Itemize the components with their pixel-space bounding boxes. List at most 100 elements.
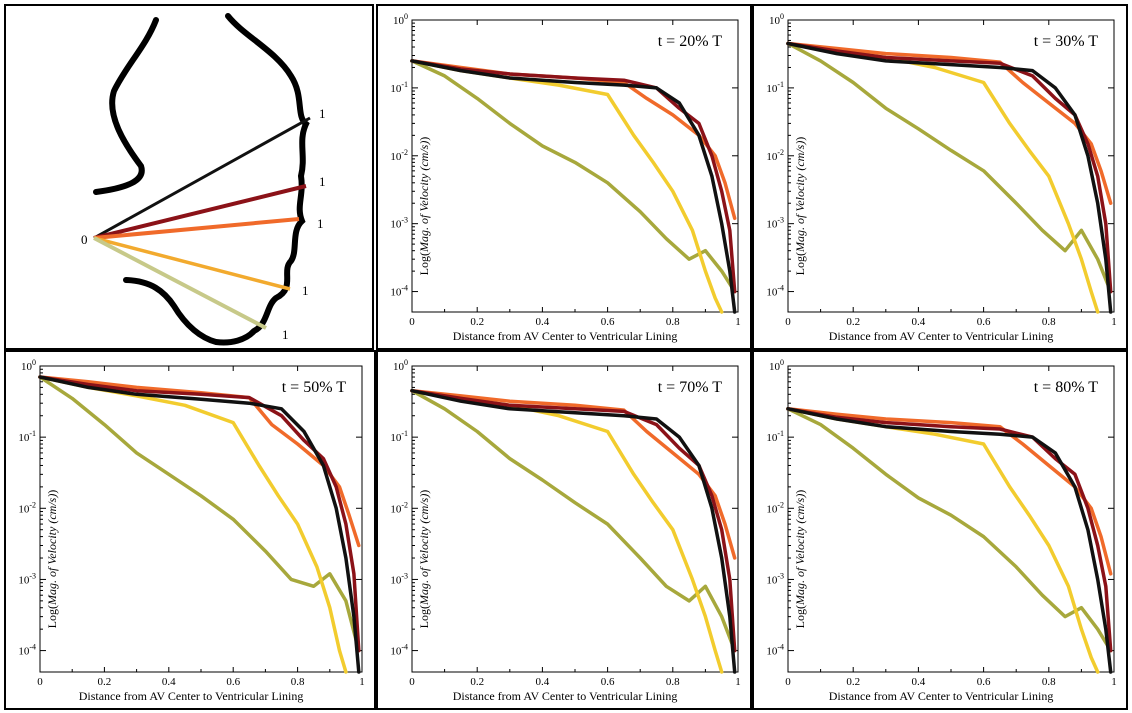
series-line-olive: [786, 41, 1113, 294]
y-tick-label: 10-3: [390, 571, 408, 586]
radial-line-orange: [93, 217, 300, 240]
series-line-olive: [786, 407, 1113, 653]
x-axis-label: Distance from AV Center to Ventricular L…: [79, 689, 304, 703]
y-tick-label: 10-3: [766, 216, 784, 231]
radial-line-black: [93, 116, 311, 240]
x-tick-label: 0.8: [1042, 676, 1056, 688]
series-line-orange: [410, 388, 737, 560]
y-tick-label: 10-2: [390, 500, 408, 515]
y-tick-label: 100: [393, 12, 408, 27]
chart-title: t = 20% T: [658, 33, 723, 50]
end-label-5: 1: [282, 327, 289, 342]
x-axis-label: Distance from AV Center to Ventricular L…: [453, 329, 678, 343]
ventricle-outline-right: [123, 13, 310, 346]
x-tick-label: 0.8: [291, 676, 305, 688]
end-label-1: 1: [319, 106, 326, 121]
chart-title: t = 50% T: [282, 379, 347, 396]
y-tick-label: 10-4: [390, 643, 408, 658]
y-tick-label: 100: [769, 12, 784, 27]
chart-panel-70: 0 0.2 0.4 0.6 0.8 1 10-4 10-3 10-2 10-1 100 t = 70%…: [376, 350, 752, 710]
x-tick-label: 0: [409, 676, 415, 688]
x-tick-label: 0.2: [470, 676, 484, 688]
x-tick-label: 0.4: [536, 676, 550, 688]
x-tick-label: 1: [1111, 676, 1117, 688]
y-tick-label: 10-1: [766, 429, 784, 444]
y-axis-label: Log(Mag. of Velocity (cm/s)): [417, 137, 431, 276]
end-label-4: 1: [302, 283, 309, 298]
x-tick-label: 0.6: [226, 676, 240, 688]
x-tick-label: 0: [785, 316, 791, 328]
end-label-3: 1: [317, 216, 324, 231]
chart-title: t = 80% T: [1034, 379, 1099, 396]
x-tick-label: 0.6: [977, 676, 991, 688]
chart-svg: 0 0.2 0.4 0.6 0.8 1 10-4 10-3 10-2 10-1 100 t = 80%…: [766, 358, 1117, 703]
chart-svg: 0 0.2 0.4 0.6 0.8 1 10-4 10-3 10-2 10-1 100 t = 70%…: [390, 358, 741, 703]
x-tick-label: 0.6: [977, 316, 991, 328]
chart-panel-20: 0 0.2 0.4 0.6 0.8 1 10-4 10-3 10-2 10-1 100 t = 20%…: [376, 4, 752, 350]
series-line-black: [410, 388, 737, 674]
x-tick-label: 0: [785, 676, 791, 688]
plot-frame: [411, 19, 739, 313]
series-line-black: [786, 407, 1113, 674]
series-line-black: [38, 375, 361, 674]
x-tick-label: 0.4: [912, 676, 926, 688]
chart-svg: 0 0.2 0.4 0.6 0.8 1 10-4 10-3 10-2 10-1 100 t = 30%…: [766, 12, 1117, 343]
y-tick-label: 10-4: [18, 643, 36, 658]
x-tick-label: 0: [409, 316, 415, 328]
y-axis-label: Log(Mag. of Velocity (cm/s)): [417, 490, 431, 629]
y-tick-label: 100: [393, 358, 408, 373]
ventricle-outline-upper: [93, 17, 159, 195]
heart-diagram-panel: 0 1 1 1 1 1: [4, 4, 374, 350]
y-tick-label: 10-1: [390, 429, 408, 444]
x-tick-label: 1: [1111, 316, 1117, 328]
y-tick-label: 100: [21, 358, 36, 373]
series-line-darkred: [410, 59, 737, 294]
series-line-darkred: [786, 41, 1113, 294]
series-line-olive: [410, 59, 737, 294]
x-tick-label: 0.2: [846, 676, 860, 688]
radial-line-gold: [93, 236, 291, 291]
y-tick-label: 10-3: [18, 571, 36, 586]
chart-svg: 0 0.2 0.4 0.6 0.8 1 10-4 10-3 10-2 10-1 100 t = 50%…: [18, 358, 364, 703]
plot-frame: [787, 365, 1115, 673]
x-axis-label: Distance from AV Center to Ventricular L…: [829, 689, 1054, 703]
series-line-darkred: [786, 407, 1113, 653]
chart-panel-30: 0 0.2 0.4 0.6 0.8 1 10-4 10-3 10-2 10-1 100 t = 30%…: [752, 4, 1128, 350]
x-axis-label: Distance from AV Center to Ventricular L…: [453, 689, 678, 703]
y-tick-label: 10-3: [390, 216, 408, 231]
x-tick-label: 1: [735, 676, 741, 688]
x-tick-label: 0: [37, 676, 43, 688]
radial-line-darkred: [93, 184, 307, 240]
y-tick-label: 10-4: [766, 284, 784, 299]
chart-title: t = 70% T: [658, 379, 723, 396]
x-tick-label: 0.4: [162, 676, 176, 688]
series-line-orange: [38, 375, 361, 548]
series-line-olive: [38, 375, 361, 653]
end-label-2: 1: [319, 174, 326, 189]
y-tick-label: 10-1: [390, 80, 408, 95]
y-tick-label: 10-2: [766, 500, 784, 515]
x-tick-label: 0.4: [912, 316, 926, 328]
x-tick-label: 0.2: [98, 676, 112, 688]
y-tick-label: 10-2: [18, 500, 36, 515]
y-axis-label: Log(Mag. of Velocity (cm/s)): [793, 137, 807, 276]
x-tick-label: 0.2: [846, 316, 860, 328]
series-line-darkred: [38, 375, 361, 653]
chart-panel-80: 0 0.2 0.4 0.6 0.8 1 10-4 10-3 10-2 10-1 100 t = 80%…: [752, 350, 1128, 710]
series-line-orange: [786, 407, 1113, 576]
x-tick-label: 0.4: [536, 316, 550, 328]
chart-svg: 0 0.2 0.4 0.6 0.8 1 10-4 10-3 10-2 10-1 100 t = 20%…: [390, 12, 741, 343]
x-tick-label: 1: [735, 316, 741, 328]
y-tick-label: 10-1: [766, 80, 784, 95]
y-axis-label: Log(Mag. of Velocity (cm/s)): [793, 490, 807, 629]
x-tick-label: 0.8: [666, 316, 680, 328]
series-line-olive: [410, 388, 737, 653]
series-line-orange: [410, 59, 737, 221]
y-tick-label: 10-2: [766, 148, 784, 163]
chart-title: t = 30% T: [1034, 33, 1099, 50]
y-tick-label: 10-2: [390, 148, 408, 163]
heart-diagram: 0 1 1 1 1 1: [81, 13, 326, 346]
series-line-black: [410, 59, 737, 314]
origin-label: 0: [81, 232, 88, 247]
y-tick-label: 10-1: [18, 429, 36, 444]
